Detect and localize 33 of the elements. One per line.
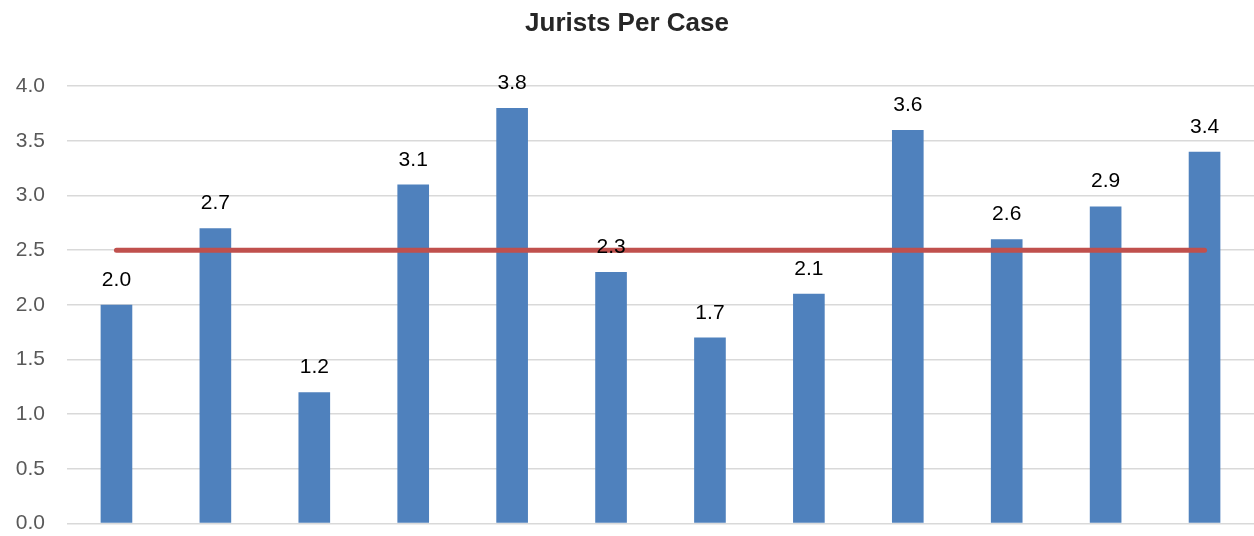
data-label: 3.6 [893, 91, 923, 115]
bar [397, 184, 430, 523]
bar [1089, 206, 1122, 523]
bar [990, 239, 1023, 523]
y-tick-label: 0.0 [15, 510, 45, 534]
bar [891, 129, 924, 523]
bar [100, 304, 133, 523]
data-label: 2.9 [1091, 168, 1121, 192]
data-label: 3.1 [398, 146, 428, 170]
bar [793, 293, 825, 523]
bar [298, 392, 331, 523]
y-tick-label: 3.0 [15, 182, 45, 206]
y-tick-label: 3.5 [15, 127, 45, 151]
y-tick-label: 1.0 [15, 400, 45, 424]
bar [595, 272, 627, 523]
data-label: 3.8 [497, 70, 527, 94]
bar [694, 337, 726, 523]
y-tick-label: 4.0 [15, 73, 45, 96]
data-label: 2.0 [101, 266, 132, 290]
data-label: 2.6 [992, 201, 1022, 225]
y-tick-label: 2.5 [15, 236, 45, 260]
data-label: 3.4 [1189, 113, 1220, 137]
bar [496, 108, 528, 523]
y-tick-label: 2.0 [15, 291, 45, 315]
bar [1188, 151, 1221, 523]
y-tick-label: 1.5 [15, 346, 45, 370]
data-label: 2.1 [794, 255, 824, 279]
y-tick-label: 0.5 [15, 455, 45, 479]
data-label: 2.7 [200, 190, 230, 214]
data-label: 1.7 [695, 299, 725, 323]
bar [199, 228, 232, 523]
chart-title: Jurists Per Case [525, 6, 729, 37]
data-label: 1.2 [299, 354, 329, 378]
